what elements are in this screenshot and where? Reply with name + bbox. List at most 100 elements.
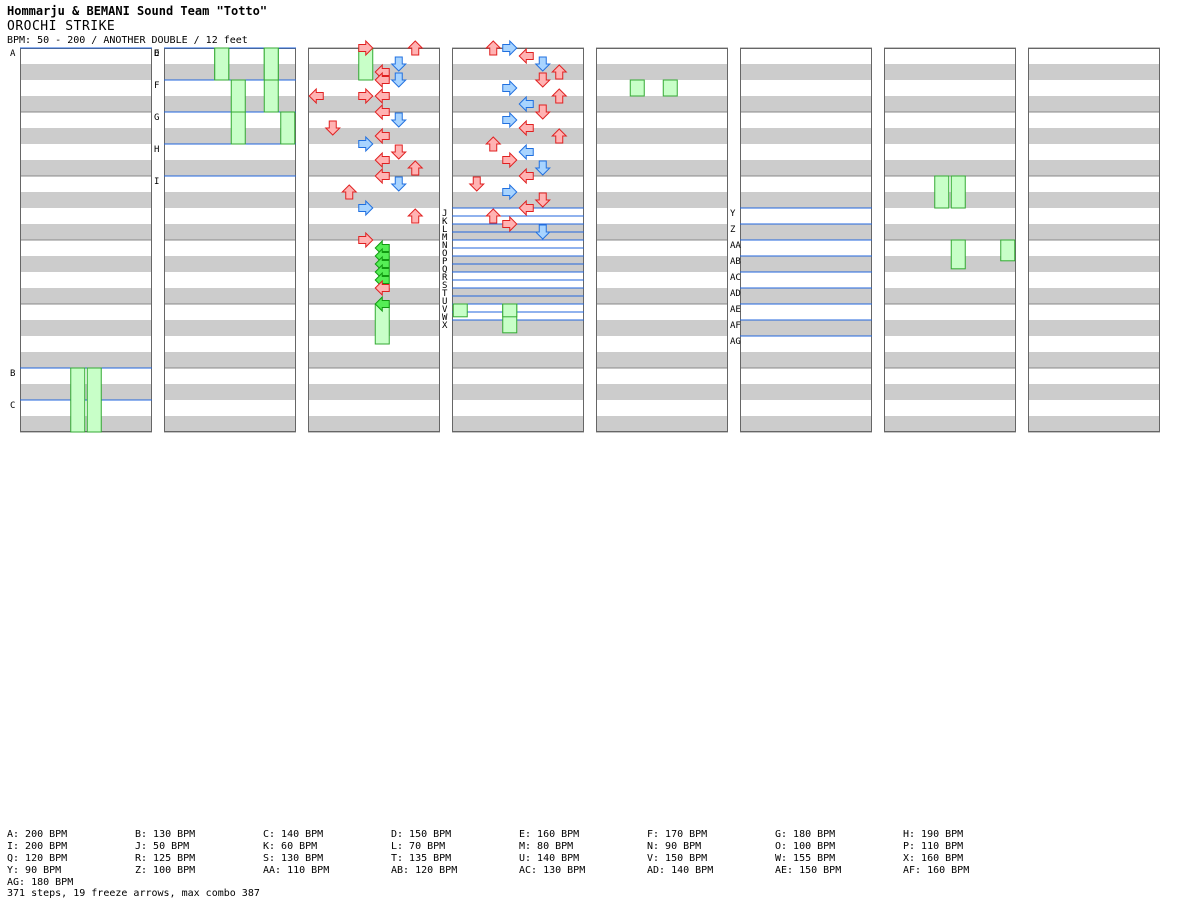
step-arrow bbox=[518, 199, 534, 217]
stripe bbox=[308, 352, 440, 368]
bpm-legend-entry: K: 60 BPM bbox=[263, 841, 318, 852]
bpm-legend-entry: V: 150 BPM bbox=[647, 853, 708, 864]
step-arrow bbox=[485, 136, 502, 152]
step-arrow bbox=[358, 39, 374, 57]
step-arrow bbox=[390, 56, 407, 72]
step-arrow bbox=[551, 88, 568, 104]
step-arrow bbox=[485, 208, 502, 224]
bpm-legend-entry: AC: 130 BPM bbox=[519, 865, 586, 876]
stripe bbox=[884, 256, 1016, 272]
stripe bbox=[884, 64, 1016, 80]
stripe bbox=[20, 416, 152, 432]
stripe bbox=[740, 64, 872, 80]
stripe bbox=[452, 96, 584, 112]
bpm-legend-entry: A: 200 BPM bbox=[7, 829, 68, 840]
step-arrow bbox=[534, 160, 551, 176]
bpm-legend-entry: M: 80 BPM bbox=[519, 841, 574, 852]
bpm-marker-label: AG bbox=[730, 337, 741, 347]
bpm-marker-label: Y bbox=[730, 209, 736, 219]
column-border bbox=[308, 48, 440, 432]
freeze-arrow bbox=[934, 175, 950, 209]
stripe bbox=[1028, 224, 1160, 240]
column-border bbox=[884, 48, 1016, 432]
stripe bbox=[596, 160, 728, 176]
column-border bbox=[596, 48, 728, 432]
step-arrow bbox=[534, 104, 551, 120]
stripe bbox=[1028, 160, 1160, 176]
step-arrow bbox=[502, 111, 518, 129]
stripe bbox=[308, 256, 440, 272]
stripe bbox=[596, 64, 728, 80]
bpm-legend-entry: N: 90 BPM bbox=[647, 841, 702, 852]
bpm-legend-entry: C: 140 BPM bbox=[263, 829, 324, 840]
stripe bbox=[1028, 128, 1160, 144]
freeze-arrow bbox=[950, 239, 966, 270]
stripe bbox=[884, 416, 1016, 432]
step-arrow bbox=[502, 215, 518, 233]
stripe bbox=[884, 288, 1016, 304]
stripe bbox=[164, 384, 296, 400]
stripe bbox=[452, 320, 584, 336]
stripe bbox=[308, 288, 440, 304]
step-arrow bbox=[358, 87, 374, 105]
stripe bbox=[1028, 64, 1160, 80]
bpm-marker-label: N bbox=[442, 241, 447, 251]
step-arrow bbox=[534, 56, 551, 72]
bpm-legend-entry: I: 200 BPM bbox=[7, 841, 68, 852]
stripe bbox=[308, 96, 440, 112]
stripe bbox=[740, 192, 872, 208]
stripe bbox=[596, 352, 728, 368]
stripe bbox=[740, 128, 872, 144]
stripe bbox=[308, 320, 440, 336]
step-arrow bbox=[374, 279, 390, 297]
stripe bbox=[740, 224, 872, 240]
stripe bbox=[740, 384, 872, 400]
freeze-arrow bbox=[950, 175, 966, 209]
stripe bbox=[596, 96, 728, 112]
step-arrow bbox=[390, 112, 407, 128]
bpm-legend-entry: O: 100 BPM bbox=[775, 841, 836, 852]
freeze-arrow bbox=[263, 79, 279, 113]
freeze-arrow bbox=[230, 79, 246, 113]
bpm-marker-label: V bbox=[442, 305, 448, 315]
stripe bbox=[596, 384, 728, 400]
bpm-marker-label: R bbox=[442, 273, 448, 283]
stripe bbox=[452, 128, 584, 144]
stripe bbox=[308, 224, 440, 240]
stripe bbox=[20, 192, 152, 208]
stripe bbox=[164, 320, 296, 336]
bpm-marker-label: AD bbox=[730, 289, 741, 299]
stripe bbox=[164, 96, 296, 112]
stripe bbox=[164, 128, 296, 144]
step-arrow bbox=[358, 135, 374, 153]
freeze-arrow bbox=[1000, 239, 1016, 262]
bpm-legend-entry: AG: 180 BPM bbox=[7, 877, 74, 888]
step-arrow bbox=[502, 151, 518, 169]
bpm-legend-entry: G: 180 BPM bbox=[775, 829, 836, 840]
stripe bbox=[596, 224, 728, 240]
step-arrow bbox=[374, 167, 390, 185]
step-arrow bbox=[551, 64, 568, 80]
bpm-marker-label: U bbox=[442, 297, 447, 307]
bpm-legend-entry: R: 125 BPM bbox=[135, 853, 196, 864]
column-border bbox=[1028, 48, 1160, 432]
bpm-legend-entry: AA: 110 BPM bbox=[263, 865, 330, 876]
step-arrow bbox=[374, 151, 390, 169]
stripe bbox=[596, 128, 728, 144]
stripe bbox=[884, 320, 1016, 336]
step-arrow bbox=[358, 199, 374, 217]
bpm-marker-label: L bbox=[442, 225, 447, 235]
freeze-arrow bbox=[452, 303, 468, 318]
stripe bbox=[1028, 320, 1160, 336]
bpm-legend-entry: X: 160 BPM bbox=[903, 853, 964, 864]
stripe bbox=[1028, 352, 1160, 368]
stripe bbox=[164, 256, 296, 272]
step-arrow bbox=[374, 87, 390, 105]
step-arrow bbox=[534, 224, 551, 240]
stripe bbox=[164, 416, 296, 432]
step-arrow bbox=[468, 176, 485, 192]
bpm-legend-entry: Q: 120 BPM bbox=[7, 853, 68, 864]
stripe bbox=[20, 224, 152, 240]
stripe bbox=[596, 256, 728, 272]
stripe bbox=[164, 160, 296, 176]
